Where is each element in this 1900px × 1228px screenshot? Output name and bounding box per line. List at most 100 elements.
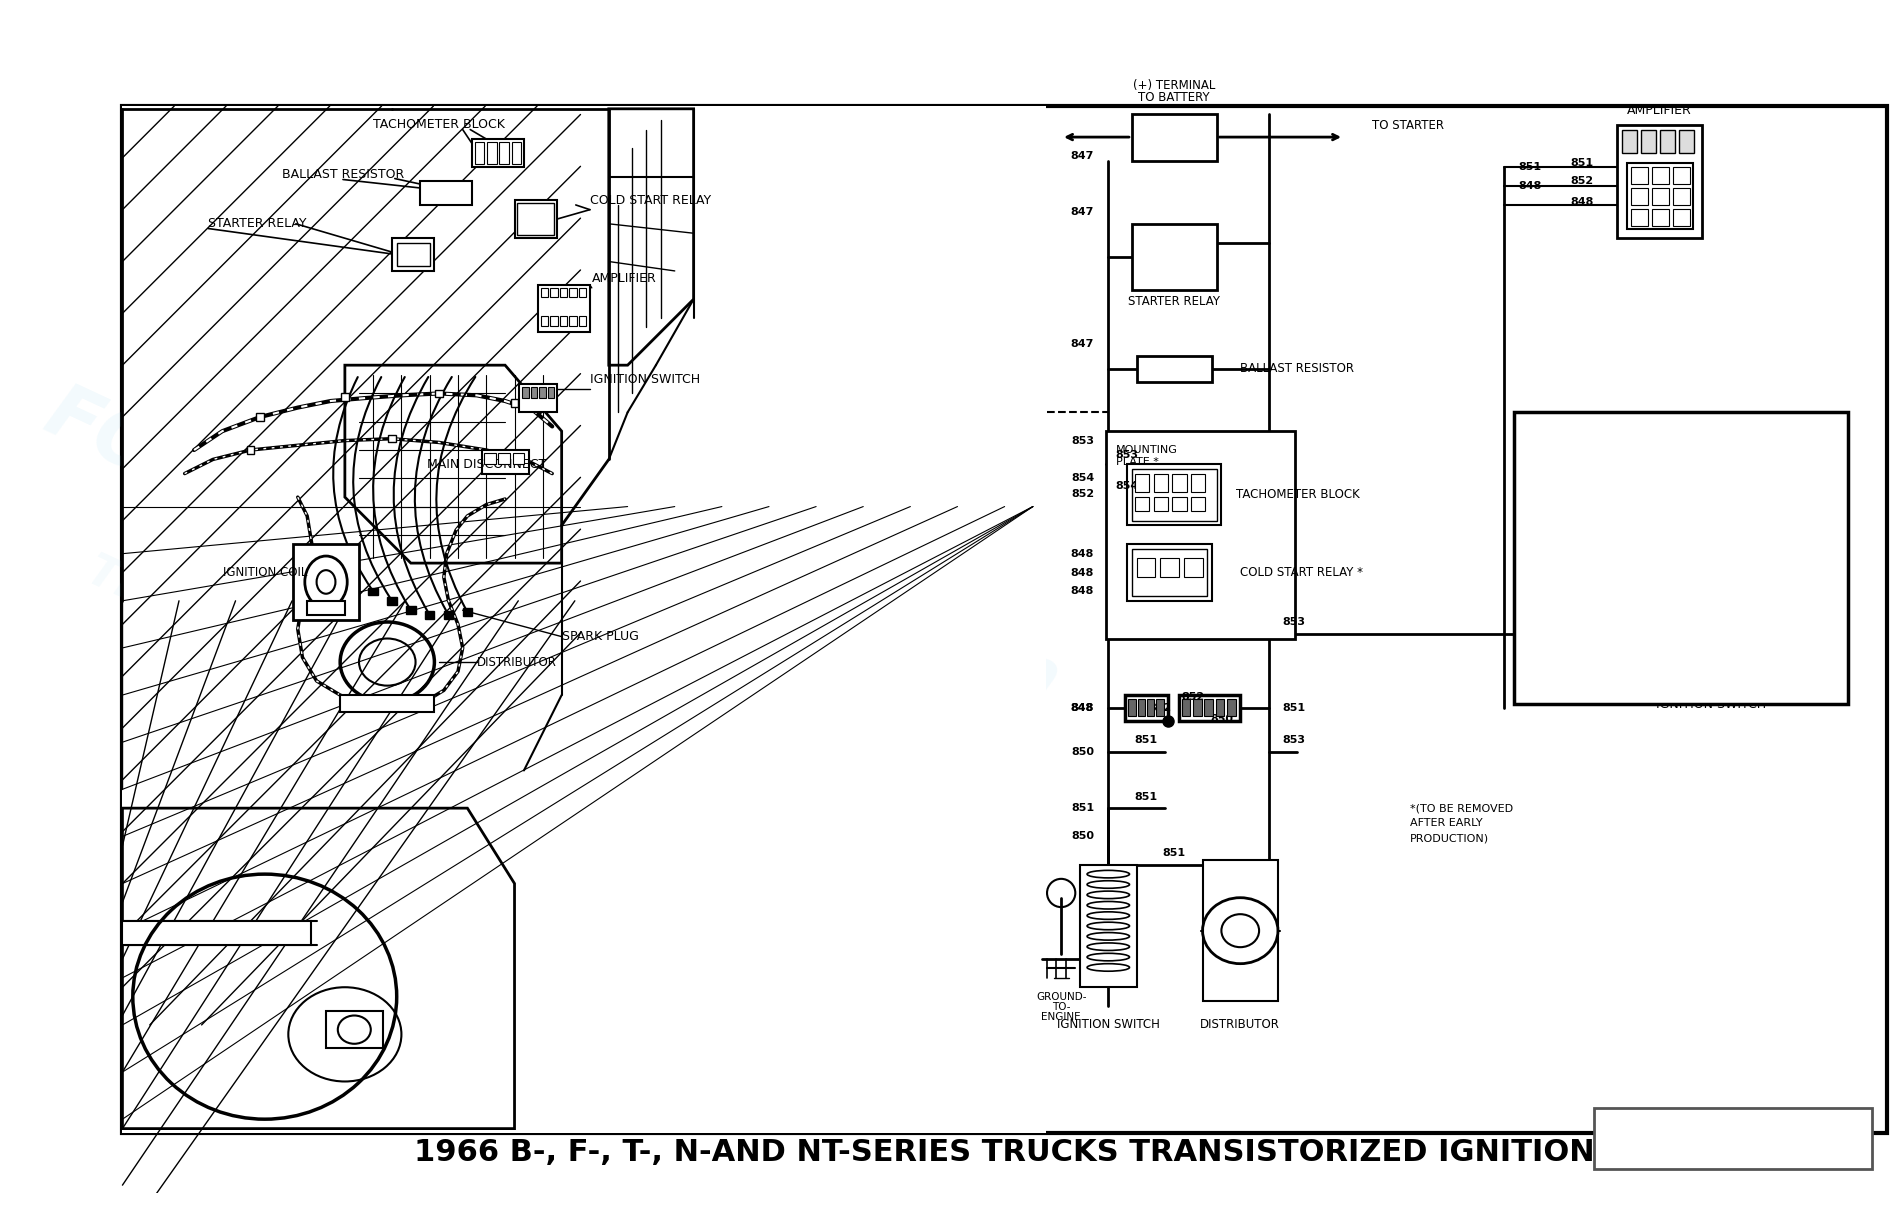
Text: FORDification: FORDification <box>32 377 600 694</box>
Text: 848: 848 <box>1518 181 1541 192</box>
Text: STARTER RELAY: STARTER RELAY <box>1129 295 1220 307</box>
Text: RED-WHITE: RED-WHITE <box>1661 527 1744 540</box>
Bar <box>570 316 578 325</box>
Bar <box>560 316 568 325</box>
Text: TACHOMETER BLOCK: TACHOMETER BLOCK <box>1235 488 1358 501</box>
Text: 851: 851 <box>1518 162 1541 172</box>
Bar <box>1132 549 1206 596</box>
Text: 852: 852 <box>1182 691 1205 702</box>
Text: BROWN: BROWN <box>1661 648 1718 661</box>
Text: 16: 16 <box>1590 618 1606 628</box>
Bar <box>513 453 524 464</box>
Text: 847: 847 <box>1072 339 1094 350</box>
Bar <box>1672 209 1689 226</box>
Bar <box>407 607 416 614</box>
Text: BALLAST RESISTOR: BALLAST RESISTOR <box>1241 362 1355 376</box>
Bar <box>388 435 395 442</box>
Bar <box>1672 167 1689 184</box>
Bar <box>1653 188 1668 205</box>
Text: 848: 848 <box>1617 527 1645 540</box>
Bar <box>1642 129 1657 154</box>
Text: 851: 851 <box>1619 588 1645 600</box>
Text: BLUE-WHITE: BLUE-WHITE <box>1661 558 1752 571</box>
Text: AMPLIFIER: AMPLIFIER <box>1626 104 1693 117</box>
Text: PRODUCTION): PRODUCTION) <box>1410 834 1490 844</box>
Bar <box>1136 356 1212 382</box>
Bar <box>542 316 549 325</box>
Text: 851: 851 <box>1134 736 1157 745</box>
Text: 854: 854 <box>1115 481 1140 491</box>
Text: 848: 848 <box>1072 704 1094 713</box>
Text: The 61-66 Ford: The 61-66 Ford <box>551 567 912 766</box>
Text: 851: 851 <box>1163 849 1186 858</box>
Bar <box>1127 544 1212 600</box>
Text: .info: .info <box>329 544 473 648</box>
Text: IGNITION SWITCH: IGNITION SWITCH <box>1657 698 1767 711</box>
Bar <box>327 1011 382 1049</box>
Text: Pickup Resource: Pickup Resource <box>139 598 532 810</box>
Bar <box>1127 464 1222 526</box>
Text: 853: 853 <box>1568 631 1590 641</box>
Text: 848: 848 <box>1072 567 1094 577</box>
Text: DISTRIBUTOR: DISTRIBUTOR <box>1201 1018 1281 1032</box>
Bar <box>1132 223 1216 290</box>
Text: COLD START RELAY: COLD START RELAY <box>589 194 711 206</box>
Text: MOUNTING: MOUNTING <box>1115 445 1178 456</box>
Text: TACHOMETER BLOCK: TACHOMETER BLOCK <box>372 118 505 131</box>
Bar <box>1153 474 1168 492</box>
Bar <box>1621 621 1632 645</box>
Bar <box>342 393 348 402</box>
Bar <box>1125 695 1168 721</box>
Bar <box>1132 113 1216 161</box>
Text: ENGINE: ENGINE <box>1041 1012 1081 1023</box>
Text: 854: 854 <box>1072 473 1094 484</box>
Text: IGNITION COIL: IGNITION COIL <box>222 566 308 580</box>
Bar <box>1653 167 1668 184</box>
Bar <box>1148 699 1155 716</box>
Text: FORDification: FORDification <box>505 405 1072 722</box>
Text: FORDification.info: FORDification.info <box>1647 1122 1818 1141</box>
Bar <box>1132 469 1216 521</box>
Bar <box>464 608 471 616</box>
Bar <box>1617 125 1702 238</box>
Bar <box>560 287 568 297</box>
Text: PLATE *: PLATE * <box>1115 457 1159 468</box>
Bar <box>1623 129 1638 154</box>
Text: WIRING COLOR CODE: WIRING COLOR CODE <box>1598 426 1763 440</box>
Bar <box>1634 621 1645 645</box>
Bar <box>519 384 557 413</box>
Bar <box>1653 209 1668 226</box>
Bar <box>122 921 312 944</box>
Text: 850: 850 <box>1619 558 1645 571</box>
Bar <box>475 141 484 165</box>
Text: BLUE: BLUE <box>1661 618 1699 631</box>
Bar <box>445 612 454 619</box>
Bar <box>1193 699 1201 716</box>
Text: 851: 851 <box>1571 157 1594 167</box>
Bar <box>1153 497 1168 511</box>
Text: TO STARTER: TO STARTER <box>1372 119 1444 133</box>
Text: 851: 851 <box>1072 803 1094 813</box>
Text: 851: 851 <box>1134 792 1157 802</box>
Text: 850: 850 <box>1072 747 1094 756</box>
Bar <box>580 316 587 325</box>
Bar <box>1678 129 1693 154</box>
Text: GROUND-: GROUND- <box>1036 992 1087 1002</box>
Bar <box>420 182 471 205</box>
Bar <box>484 453 496 464</box>
Bar <box>517 203 555 235</box>
Bar <box>122 106 1047 1133</box>
Text: TO BATTERY: TO BATTERY <box>1138 91 1210 104</box>
Text: BALLAST RESISTOR: BALLAST RESISTOR <box>281 168 405 182</box>
Bar <box>1172 497 1186 511</box>
Text: STARTER RELAY: STARTER RELAY <box>209 217 306 231</box>
Text: 853 16: 853 16 <box>1594 467 1645 480</box>
Text: *(TO BE REMOVED: *(TO BE REMOVED <box>1410 803 1512 813</box>
Text: 853: 853 <box>1282 736 1305 745</box>
Bar <box>1129 699 1136 716</box>
Bar <box>542 287 549 297</box>
Bar <box>481 449 528 474</box>
Text: 852: 852 <box>1571 177 1594 187</box>
Text: 851: 851 <box>1282 704 1305 713</box>
Bar <box>471 139 524 167</box>
